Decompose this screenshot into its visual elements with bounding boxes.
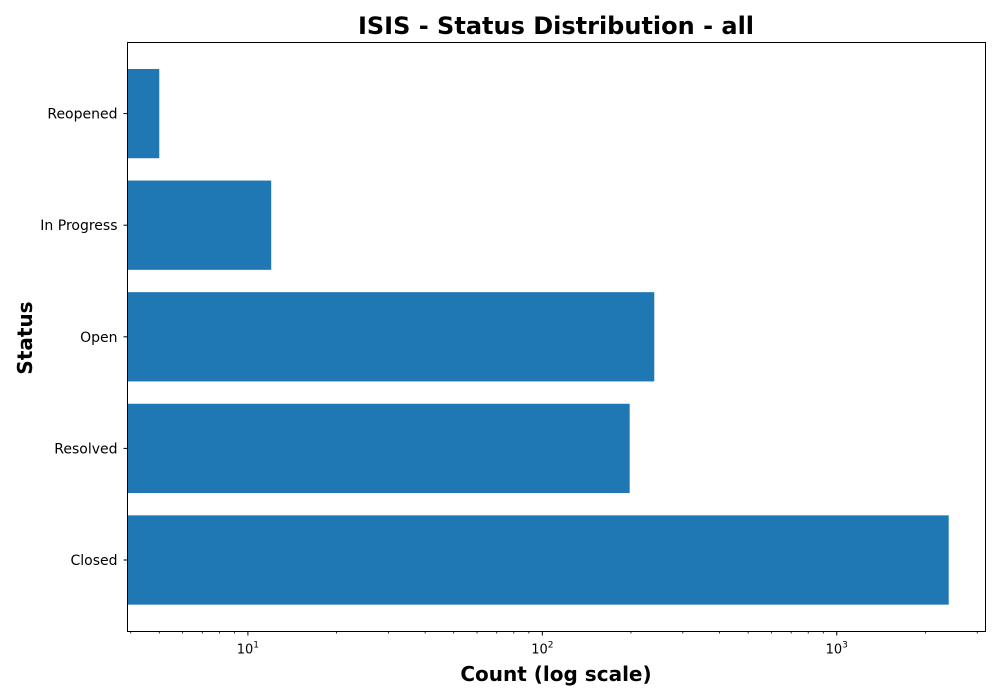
bar-resolved — [127, 403, 630, 494]
x-tick-label: 101 — [237, 641, 259, 658]
bar-open — [127, 292, 655, 382]
bar-reopened — [127, 68, 160, 159]
bar-in-progress — [127, 180, 272, 270]
x-axis-ticks: 101 102 103 — [130, 631, 978, 658]
y-tick-label-in-progress: In Progress — [40, 218, 117, 234]
bar-series — [127, 68, 949, 605]
y-tick-label-open: Open — [80, 330, 117, 346]
y-axis-label: Status — [13, 301, 37, 374]
y-tick-label-resolved: Resolved — [54, 441, 117, 457]
x-tick-label: 102 — [531, 641, 553, 658]
y-tick-label-reopened: Reopened — [47, 107, 117, 123]
x-axis-label: Count (log scale) — [460, 662, 651, 686]
y-tick-label-closed: Closed — [70, 553, 117, 569]
chart-title: ISIS - Status Distribution - all — [358, 12, 754, 40]
y-axis-ticks: Closed Resolved Open In Progress Reopened — [40, 107, 128, 569]
bar-closed — [127, 515, 949, 605]
plot-frame — [127, 42, 986, 632]
x-tick-label: 103 — [826, 641, 848, 658]
